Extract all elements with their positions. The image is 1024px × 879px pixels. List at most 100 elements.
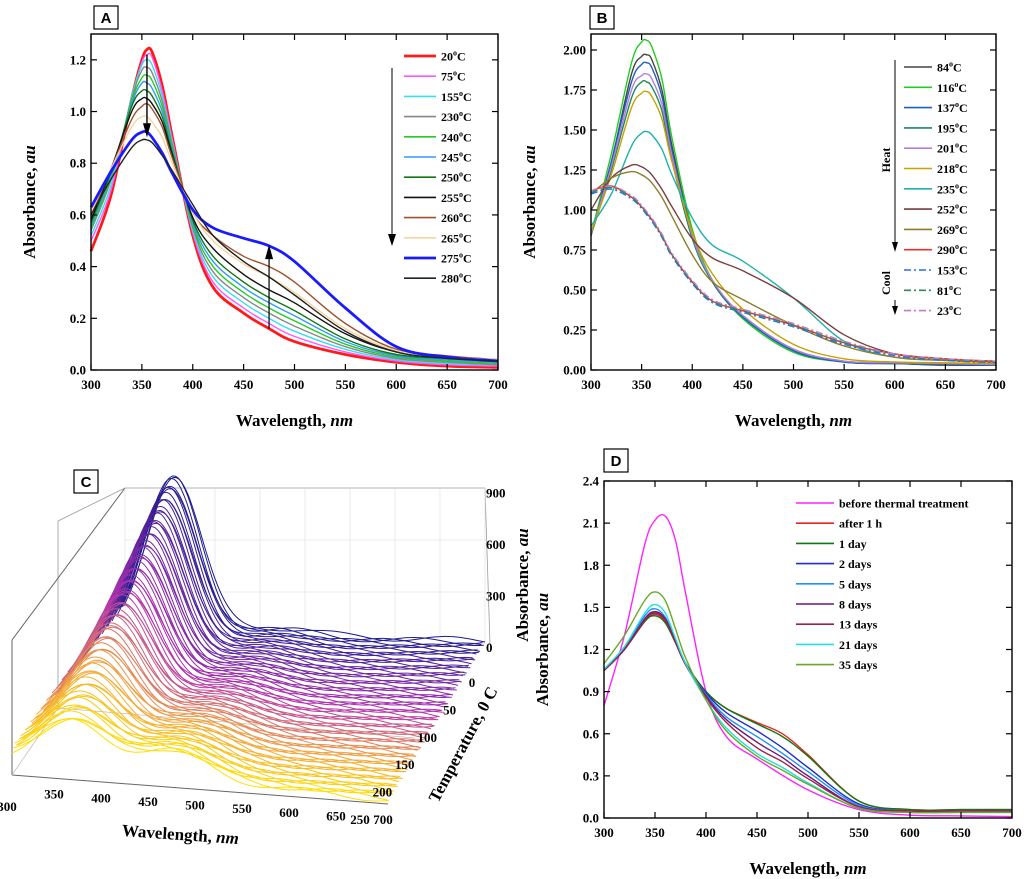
y-tick-label: 0.9 — [583, 684, 600, 699]
legend-entry: before thermal treatment — [839, 497, 969, 511]
legend-degree-superscript: o — [453, 69, 457, 78]
legend-degree-superscript: o — [459, 230, 463, 239]
legend-entry-name: 5 days — [839, 577, 872, 591]
waterfall-line — [53, 628, 424, 743]
legend-entry: 8 days — [839, 598, 872, 612]
legend-entry: 269oC — [937, 222, 968, 237]
y-tick-label: 2.00 — [563, 43, 586, 58]
x-tick-label: 650 — [951, 825, 971, 840]
legend-unit-c: C — [958, 81, 967, 95]
legend-entry-name: 153 — [937, 264, 955, 278]
waterfall-line — [80, 567, 447, 706]
legend-entry-name: 201 — [937, 142, 955, 156]
legend-entry-name: after 1 h — [839, 517, 882, 531]
x-tick-label: 450 — [733, 377, 753, 392]
waterfall-line — [17, 706, 393, 795]
z-tick-label: 600 — [486, 537, 506, 552]
heat-arrowhead — [892, 242, 898, 252]
series-line-D-3 — [603, 612, 1012, 813]
legend-entry: 5 days — [839, 577, 872, 591]
legend-entry: 252oC — [937, 202, 968, 217]
legend-entry: 240oC — [441, 129, 472, 144]
y-axis-label-unit: au — [520, 145, 539, 163]
legend-degree-superscript: o — [949, 60, 953, 69]
x-tick-label: 500 — [784, 377, 804, 392]
y-tick-label: 0.8 — [70, 156, 87, 171]
legend-entry-name: 75 — [441, 70, 453, 84]
legend-degree-superscript: o — [955, 141, 959, 150]
y-tick-label: 1.2 — [70, 52, 86, 67]
panel-badge-box — [603, 448, 629, 473]
legend-entry-name: 269 — [937, 223, 955, 237]
legend-degree-superscript: o — [955, 263, 959, 272]
waterfall-line — [97, 533, 462, 683]
legend-entry: 260oC — [441, 210, 472, 225]
legend: 84oC116oC137oC195oC201oC218oC235oC252oC2… — [904, 60, 968, 318]
legend-entry: 195oC — [937, 120, 968, 135]
legend-unit-c: C — [457, 50, 466, 64]
legend-degree-superscript: o — [955, 202, 959, 211]
x-tick-label: 650 — [326, 808, 346, 823]
waterfall-line — [73, 588, 441, 713]
legend-entry: 23oC — [937, 303, 962, 318]
legend-degree-superscript: o — [459, 170, 463, 179]
series-line-D-6 — [603, 612, 1012, 813]
plot-frame — [590, 33, 997, 371]
legend-unit-c: C — [953, 284, 962, 298]
waterfall-line — [91, 544, 457, 691]
waterfall-line — [75, 579, 444, 713]
waterfall-line — [38, 659, 412, 765]
legend-entry: 35 days — [839, 658, 878, 672]
legend-unit-c: C — [463, 272, 472, 286]
legend-unit-c: C — [959, 182, 968, 196]
series-line-A-4 — [90, 74, 499, 365]
panel-badge-label: A — [101, 10, 112, 27]
legend-entry-name: 155 — [441, 90, 459, 104]
legend-entry-name: 8 days — [839, 598, 872, 612]
series-line-B-1 — [590, 38, 997, 366]
legend-entry-name: 2 days — [839, 557, 872, 571]
legend-unit-c: C — [959, 162, 968, 176]
y-tick-label: 0.4 — [70, 259, 87, 274]
box-front-edge — [11, 774, 389, 805]
waterfall-line — [33, 671, 407, 773]
x-axis-label-main: Wavelength, — [236, 411, 330, 430]
waterfall-line — [107, 510, 471, 669]
legend-entry: 255oC — [441, 190, 472, 205]
y-tick-label: 1.50 — [563, 123, 586, 138]
temperature-tick-label: 150 — [395, 757, 415, 772]
waterfall-line — [88, 554, 455, 692]
series-line-A-7 — [90, 96, 499, 361]
legend-unit-c: C — [959, 101, 968, 115]
series-line-B-12 — [590, 185, 997, 362]
panel-badge-label: B — [597, 10, 608, 27]
legend-degree-superscript: o — [955, 222, 959, 231]
box-right-back-edge — [484, 487, 491, 646]
heat-group-label: Heat — [879, 148, 893, 173]
legend-entry: 116oC — [937, 80, 967, 95]
legend-degree-superscript: o — [459, 251, 463, 260]
legend-entry: after 1 h — [839, 517, 882, 531]
legend-entry-name: 240 — [441, 130, 459, 144]
series-line-B-7 — [590, 163, 997, 362]
waterfall-line — [117, 486, 479, 654]
legend-entry-name: 35 days — [839, 658, 878, 672]
x-axis-label-main: Wavelength, — [749, 859, 843, 878]
x-tick-label: 700 — [373, 812, 393, 827]
legend-degree-superscript: o — [459, 210, 463, 219]
legend-entry-name: 137 — [937, 101, 955, 115]
x-axis-label-unit: nm — [216, 828, 240, 849]
series-line-B-6 — [590, 130, 997, 363]
legend-entry: 235oC — [937, 181, 968, 196]
waterfall-line — [37, 662, 411, 765]
waterfall-line — [85, 555, 452, 699]
waterfall-line — [11, 718, 389, 802]
legend-entry-name: 245 — [441, 151, 459, 165]
waterfall-line — [48, 636, 420, 750]
legend-unit-c: C — [463, 171, 472, 185]
series-line-A-11 — [90, 138, 499, 362]
legend-entry-name: 20 — [441, 50, 453, 64]
waterfall-line — [54, 625, 425, 743]
waterfall-line — [101, 521, 466, 676]
